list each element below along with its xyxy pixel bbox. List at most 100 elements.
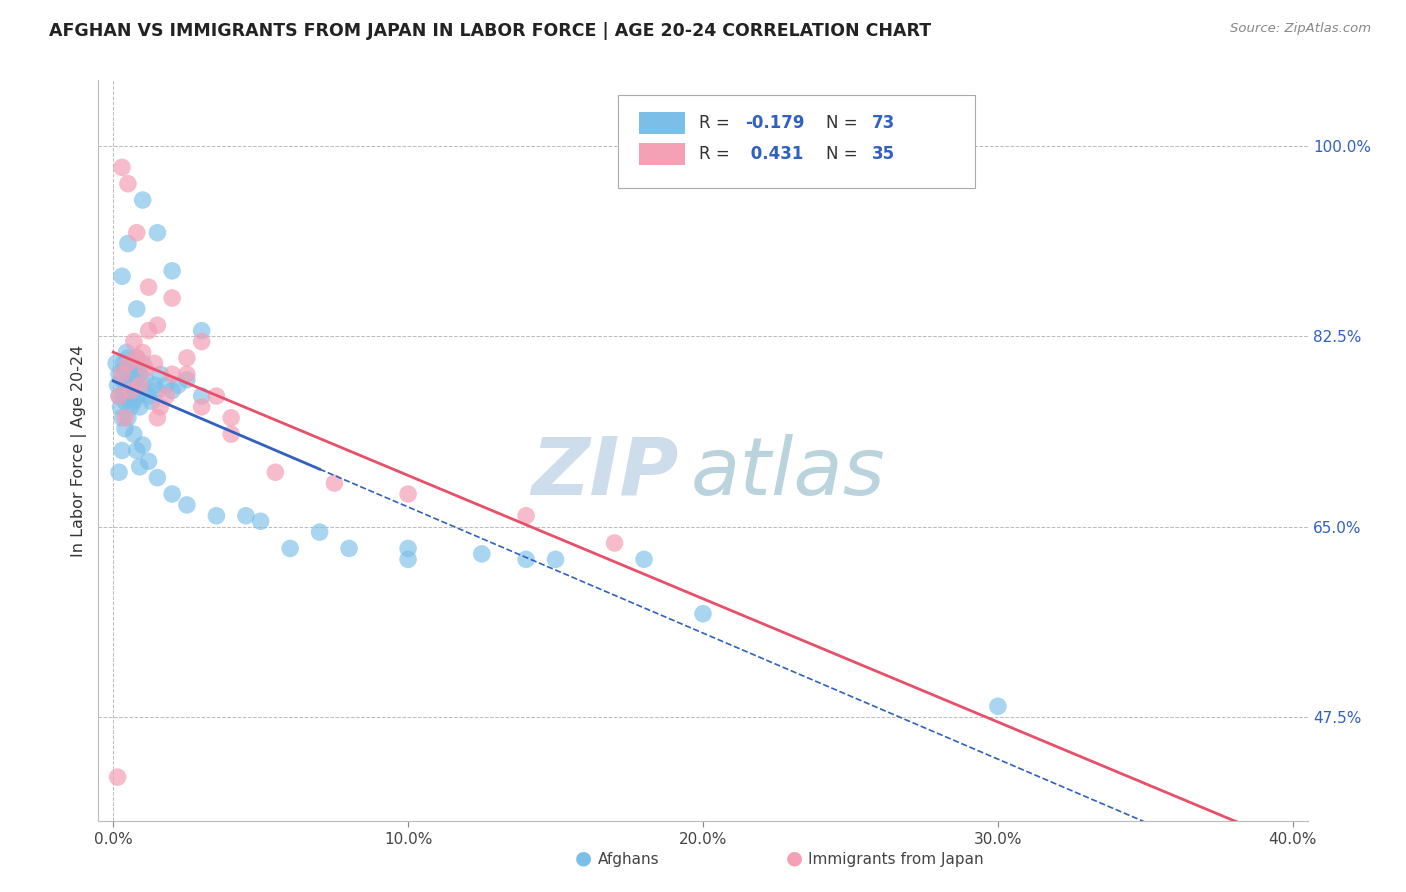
Point [131, 193, 153, 207]
Point [111, 373, 134, 387]
Point [143, 356, 166, 370]
Text: 0.431: 0.431 [745, 145, 804, 163]
Point [160, 384, 183, 398]
Point [190, 334, 212, 349]
Point [176, 368, 198, 382]
Point [141, 394, 163, 409]
Point [117, 236, 139, 251]
Point [143, 378, 166, 392]
Point [138, 280, 160, 294]
Point [337, 541, 360, 556]
Point [108, 389, 131, 403]
Point [544, 552, 567, 566]
Point [110, 400, 132, 414]
Text: -0.179: -0.179 [745, 114, 804, 132]
Point [190, 324, 212, 338]
Point [125, 351, 148, 365]
Text: R =: R = [699, 114, 735, 132]
Point [131, 345, 153, 359]
Point [323, 476, 346, 491]
Point [138, 324, 160, 338]
Point [120, 400, 142, 414]
Point [128, 368, 150, 382]
Text: AFGHAN VS IMMIGRANTS FROM JAPAN IN LABOR FORCE | AGE 20-24 CORRELATION CHART: AFGHAN VS IMMIGRANTS FROM JAPAN IN LABOR… [49, 22, 931, 40]
Point [125, 351, 148, 365]
Point [155, 378, 177, 392]
Text: 35: 35 [872, 145, 896, 163]
Point [128, 400, 150, 414]
Point [146, 226, 169, 240]
Point [149, 368, 172, 382]
Point [115, 378, 138, 392]
Point [120, 356, 142, 370]
Point [118, 368, 141, 382]
Point [146, 318, 169, 333]
Point [131, 438, 153, 452]
Text: ZIP: ZIP [531, 434, 679, 512]
Point [128, 378, 150, 392]
Point [149, 400, 172, 414]
Point [987, 699, 1010, 714]
Point [105, 356, 128, 370]
Point [128, 459, 150, 474]
Point [396, 541, 419, 556]
Point [117, 177, 139, 191]
Point [633, 552, 655, 566]
Text: ●: ● [575, 848, 592, 867]
Point [692, 607, 714, 621]
Point [122, 334, 145, 349]
Point [135, 361, 157, 376]
Point [111, 410, 134, 425]
Point [146, 410, 169, 425]
Point [146, 384, 169, 398]
Text: R =: R = [699, 145, 735, 163]
Point [396, 552, 419, 566]
Point [138, 389, 160, 403]
Point [114, 422, 136, 436]
Point [515, 552, 537, 566]
Point [122, 361, 145, 376]
Point [160, 368, 183, 382]
Point [111, 161, 134, 175]
Point [176, 373, 198, 387]
Text: Immigrants from Japan: Immigrants from Japan [808, 852, 984, 867]
Point [117, 410, 139, 425]
Point [190, 400, 212, 414]
Text: Source: ZipAtlas.com: Source: ZipAtlas.com [1230, 22, 1371, 36]
Point [115, 345, 138, 359]
Point [112, 356, 135, 370]
Text: 73: 73 [872, 114, 896, 132]
FancyBboxPatch shape [638, 144, 685, 165]
Point [120, 384, 142, 398]
Point [107, 770, 129, 784]
Point [160, 291, 183, 305]
Point [120, 389, 142, 403]
Point [264, 465, 287, 479]
Point [160, 487, 183, 501]
Point [125, 443, 148, 458]
Point [114, 410, 136, 425]
Point [124, 373, 146, 387]
Point [396, 487, 419, 501]
FancyBboxPatch shape [638, 112, 685, 135]
FancyBboxPatch shape [619, 95, 976, 187]
Point [205, 389, 228, 403]
Point [131, 356, 153, 370]
Point [235, 508, 257, 523]
Point [135, 373, 157, 387]
Point [107, 378, 129, 392]
Point [121, 378, 143, 392]
Point [114, 361, 136, 376]
Point [111, 368, 134, 382]
Point [155, 389, 177, 403]
Point [108, 389, 131, 403]
Text: Afghans: Afghans [598, 852, 659, 867]
Point [205, 508, 228, 523]
Point [167, 378, 190, 392]
Text: N =: N = [827, 145, 863, 163]
Point [278, 541, 301, 556]
Point [111, 443, 134, 458]
Point [160, 264, 183, 278]
Text: N =: N = [827, 114, 863, 132]
Point [131, 384, 153, 398]
